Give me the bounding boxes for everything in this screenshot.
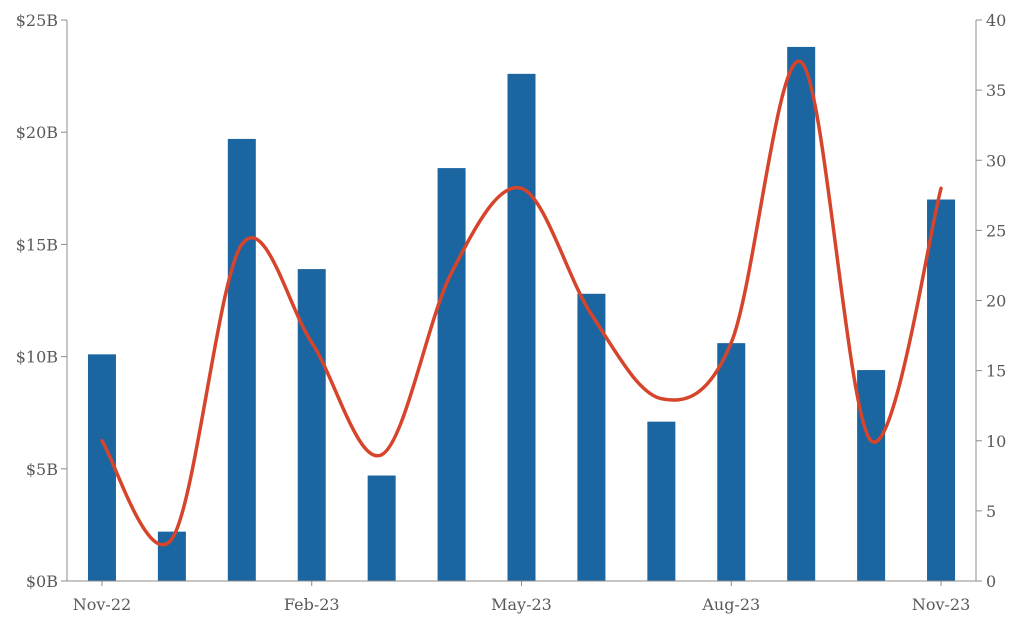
bar xyxy=(927,199,956,581)
left-axis-ticks: $0B $5B $10B $15B $20B $25B xyxy=(16,11,67,591)
right-tick-label: 20 xyxy=(986,292,1006,311)
bar xyxy=(227,138,256,581)
bar xyxy=(367,475,396,581)
bar-series xyxy=(87,46,956,582)
line-series xyxy=(100,59,943,547)
right-axis-ticks: 0 5 10 15 20 25 30 35 40 xyxy=(976,11,1006,591)
x-tick-label: Aug-23 xyxy=(701,595,760,614)
x-tick-label: Nov-22 xyxy=(73,595,131,614)
right-tick-label: 5 xyxy=(986,502,996,521)
bar xyxy=(717,343,746,581)
right-tick-label: 35 xyxy=(986,81,1006,100)
bar xyxy=(857,370,886,581)
x-tick-label: May-23 xyxy=(491,595,552,614)
left-tick-label: $5B xyxy=(26,460,58,479)
left-tick-label: $25B xyxy=(16,11,58,30)
bar xyxy=(507,73,536,581)
left-tick-label: $15B xyxy=(16,235,58,254)
x-tick-label: Feb-23 xyxy=(284,595,340,614)
right-tick-label: 10 xyxy=(986,432,1006,451)
bar xyxy=(787,46,816,582)
x-axis-ticks: Nov-22 Feb-23 May-23 Aug-23 Nov-23 xyxy=(73,581,970,614)
left-tick-label: $20B xyxy=(16,123,58,142)
bar xyxy=(297,269,326,581)
bar xyxy=(437,168,466,581)
x-tick-label: Nov-23 xyxy=(912,595,970,614)
left-tick-label: $10B xyxy=(16,348,58,367)
bar xyxy=(87,354,116,581)
left-tick-label: $0B xyxy=(26,572,58,591)
bar xyxy=(647,421,676,581)
series-line xyxy=(100,59,943,547)
right-tick-label: 25 xyxy=(986,221,1006,240)
bar xyxy=(577,293,606,581)
right-tick-label: 30 xyxy=(986,151,1006,170)
right-tick-label: 15 xyxy=(986,362,1006,381)
right-tick-label: 0 xyxy=(986,572,996,591)
right-tick-label: 40 xyxy=(986,11,1006,30)
